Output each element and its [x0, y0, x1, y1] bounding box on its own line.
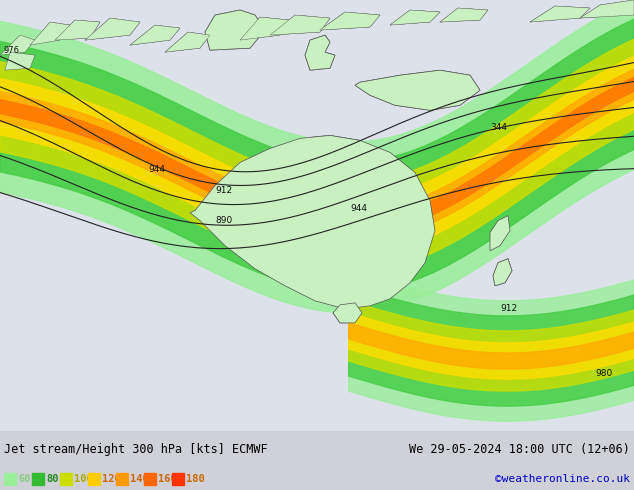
- Polygon shape: [270, 15, 330, 35]
- Polygon shape: [320, 12, 380, 30]
- Polygon shape: [0, 77, 634, 235]
- Polygon shape: [349, 286, 634, 406]
- Polygon shape: [190, 135, 435, 309]
- Polygon shape: [530, 6, 590, 22]
- Bar: [116, 473, 128, 485]
- Polygon shape: [355, 70, 480, 110]
- Polygon shape: [530, 6, 590, 22]
- Polygon shape: [55, 20, 100, 40]
- Polygon shape: [240, 17, 290, 40]
- Bar: [88, 473, 100, 485]
- Text: 912: 912: [500, 304, 517, 313]
- Polygon shape: [349, 313, 634, 379]
- Polygon shape: [349, 271, 634, 421]
- Polygon shape: [0, 0, 634, 313]
- Polygon shape: [30, 22, 70, 45]
- Text: 180: 180: [186, 474, 205, 484]
- Text: 344: 344: [490, 123, 507, 132]
- Polygon shape: [440, 8, 488, 22]
- Bar: [32, 473, 44, 485]
- Polygon shape: [490, 216, 510, 251]
- Text: 60: 60: [18, 474, 30, 484]
- Polygon shape: [0, 35, 35, 55]
- Polygon shape: [333, 303, 362, 323]
- Text: 140: 140: [130, 474, 149, 484]
- Polygon shape: [130, 25, 180, 45]
- Text: 120: 120: [102, 474, 120, 484]
- Text: Jet stream/Height 300 hPa [kts] ECMWF: Jet stream/Height 300 hPa [kts] ECMWF: [4, 443, 268, 456]
- Polygon shape: [493, 259, 512, 286]
- Polygon shape: [390, 10, 440, 25]
- Polygon shape: [493, 259, 512, 286]
- Bar: [4, 473, 16, 485]
- Text: 890: 890: [215, 216, 232, 224]
- Polygon shape: [30, 22, 70, 45]
- Polygon shape: [5, 52, 35, 70]
- Polygon shape: [305, 35, 335, 70]
- Polygon shape: [355, 70, 480, 110]
- Polygon shape: [0, 70, 634, 243]
- Bar: [60, 473, 72, 485]
- Polygon shape: [490, 216, 510, 251]
- Text: 976: 976: [3, 47, 19, 55]
- Polygon shape: [205, 10, 265, 50]
- Text: ©weatheronline.co.uk: ©weatheronline.co.uk: [495, 474, 630, 484]
- Polygon shape: [165, 32, 210, 52]
- Polygon shape: [349, 301, 634, 391]
- Text: 944: 944: [148, 166, 165, 174]
- Polygon shape: [5, 52, 35, 70]
- Polygon shape: [333, 303, 362, 323]
- Polygon shape: [205, 10, 265, 50]
- Polygon shape: [580, 0, 634, 18]
- Polygon shape: [270, 15, 330, 35]
- Polygon shape: [580, 0, 634, 18]
- Polygon shape: [320, 12, 380, 30]
- Text: We 29-05-2024 18:00 UTC (12+06): We 29-05-2024 18:00 UTC (12+06): [409, 443, 630, 456]
- Text: 980: 980: [595, 369, 612, 378]
- Polygon shape: [85, 18, 140, 40]
- Polygon shape: [305, 35, 335, 70]
- Polygon shape: [55, 20, 100, 40]
- Polygon shape: [0, 39, 634, 272]
- Polygon shape: [85, 18, 140, 40]
- Polygon shape: [165, 32, 210, 52]
- Polygon shape: [390, 10, 440, 25]
- Text: 912: 912: [215, 186, 232, 195]
- Polygon shape: [0, 56, 634, 256]
- Bar: [172, 473, 184, 485]
- Text: 944: 944: [350, 203, 367, 213]
- Polygon shape: [349, 323, 634, 369]
- Polygon shape: [130, 25, 180, 45]
- Polygon shape: [190, 135, 435, 309]
- Bar: [144, 473, 156, 485]
- Text: 100: 100: [74, 474, 93, 484]
- Text: 80: 80: [46, 474, 58, 484]
- Text: 160: 160: [158, 474, 177, 484]
- Polygon shape: [440, 8, 488, 22]
- Polygon shape: [0, 19, 634, 293]
- Polygon shape: [240, 17, 290, 40]
- Polygon shape: [0, 35, 35, 55]
